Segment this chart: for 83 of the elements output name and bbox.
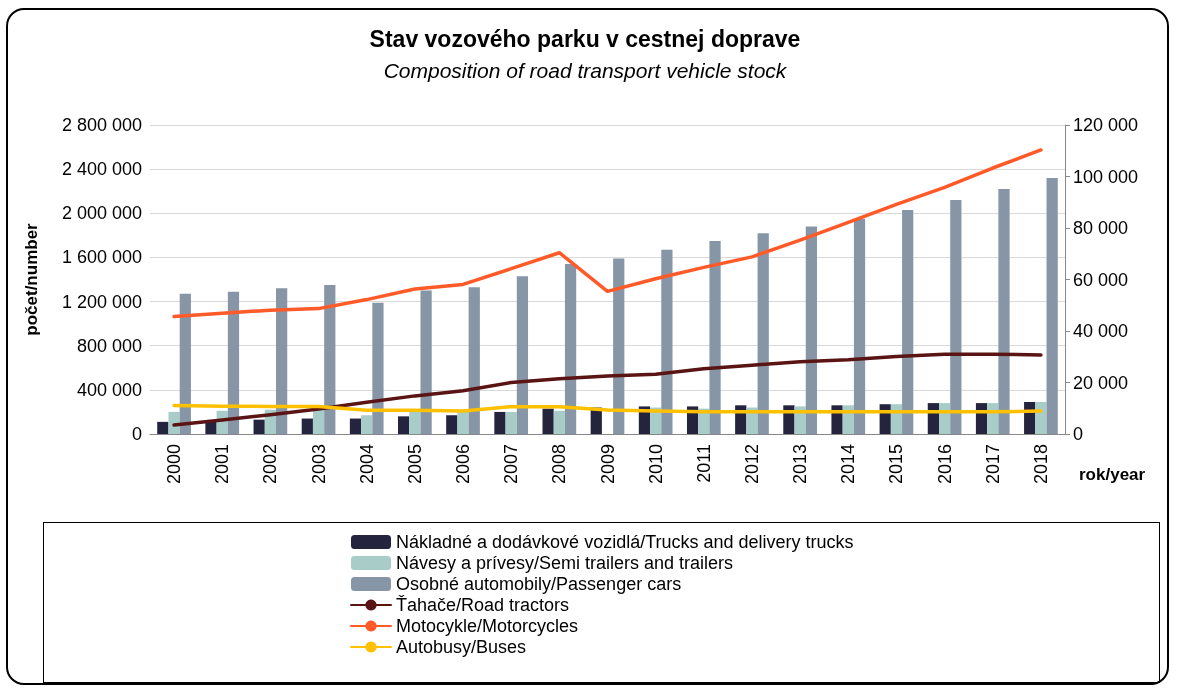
bar [613, 258, 625, 434]
x-tick-label: 2005 [404, 444, 425, 485]
x-tick-label: 2000 [164, 444, 185, 485]
x-tick-label: 2006 [453, 444, 474, 485]
x-axis-title: rok/year [1079, 465, 1146, 484]
bar [324, 285, 336, 434]
bar [553, 410, 565, 434]
y-tick-label: 0 [131, 424, 142, 444]
x-tick-label: 2012 [741, 444, 762, 485]
bar [227, 291, 240, 434]
bar [312, 408, 325, 434]
legend-label: Osobné automobily/Passenger cars [396, 574, 682, 594]
y2-tick-label: 20 000 [1073, 372, 1129, 393]
y2-tick-label: 0 [1073, 424, 1084, 444]
bar [179, 293, 191, 434]
y2-tick-label: 60 000 [1073, 269, 1129, 290]
bar [709, 240, 721, 434]
x-tick-label: 2016 [934, 444, 955, 485]
bar [446, 415, 458, 434]
bar [205, 421, 217, 434]
legend-label: Nákladné a dodávkové vozidlá/Trucks and delivery trucks [396, 532, 854, 552]
x-tick-label: 2003 [308, 444, 329, 485]
x-tick-label: 2010 [645, 444, 666, 485]
y2-tick-label: 120 000 [1073, 115, 1139, 135]
bar [157, 421, 169, 434]
bar [457, 411, 469, 434]
x-tick-label: 2008 [549, 444, 570, 485]
bar [505, 411, 517, 434]
bar [757, 233, 769, 434]
line-series [172, 403, 1043, 414]
bar [420, 290, 432, 434]
legend-label: Motocykle/Motorcycles [396, 616, 579, 636]
y-tick-label: 2 000 000 [61, 203, 142, 224]
bar [398, 416, 410, 434]
x-tick-label: 2018 [1030, 444, 1051, 485]
y-axis-title: počet/number [22, 222, 41, 336]
y-tick-label: 2 400 000 [61, 159, 142, 180]
bar [494, 411, 506, 434]
line-series [172, 148, 1043, 319]
y2-tick-label: 40 000 [1073, 321, 1129, 341]
bar [853, 218, 866, 434]
x-tick-label: 2002 [260, 444, 281, 485]
bar [998, 189, 1010, 434]
x-tick-label: 2007 [501, 444, 522, 485]
y2-tick-label: 80 000 [1073, 218, 1129, 238]
chart-title: Stav vozového parku v cestnej doprave [369, 25, 801, 52]
bar [468, 287, 480, 434]
y-tick-label: 1 600 000 [61, 247, 142, 268]
y-tick-label: 2 800 000 [61, 115, 142, 135]
x-tick-label: 2014 [838, 444, 859, 485]
y-tick-label: 1 200 000 [61, 291, 142, 312]
x-tick-label: 2004 [356, 444, 377, 485]
x-tick-label: 2001 [212, 444, 233, 485]
bar [1046, 177, 1058, 434]
bar [253, 419, 265, 434]
bar [805, 226, 817, 434]
bar [564, 264, 577, 434]
bar [349, 418, 362, 434]
chart-subtitle: Composition of road transport vehicle stock [383, 59, 788, 82]
bar [409, 411, 421, 434]
legend-label: Autobusy/Buses [396, 637, 527, 657]
x-tick-label: 2009 [597, 444, 618, 485]
bar [372, 302, 384, 434]
legend-label: Návesy a prívesy/Semi trailers and trailers [396, 553, 734, 573]
bar [168, 411, 180, 434]
bar [301, 418, 313, 434]
bar [950, 200, 962, 434]
x-tick-label: 2015 [886, 444, 907, 485]
bar [361, 415, 373, 434]
bar [276, 288, 288, 434]
bar [516, 276, 529, 434]
x-tick-label: 2017 [982, 444, 1003, 485]
y-tick-label: 400 000 [76, 379, 142, 400]
bar [661, 249, 673, 434]
bar [902, 209, 914, 434]
x-tick-label: 2011 [693, 444, 714, 483]
bar [542, 408, 554, 434]
legend-label: Ťahače/Road tractors [396, 595, 570, 615]
x-tick-label: 2013 [790, 444, 811, 485]
bar [1035, 402, 1047, 434]
y-tick-label: 800 000 [76, 335, 142, 356]
y2-tick-label: 100 000 [1073, 166, 1139, 187]
line-series [172, 352, 1043, 427]
